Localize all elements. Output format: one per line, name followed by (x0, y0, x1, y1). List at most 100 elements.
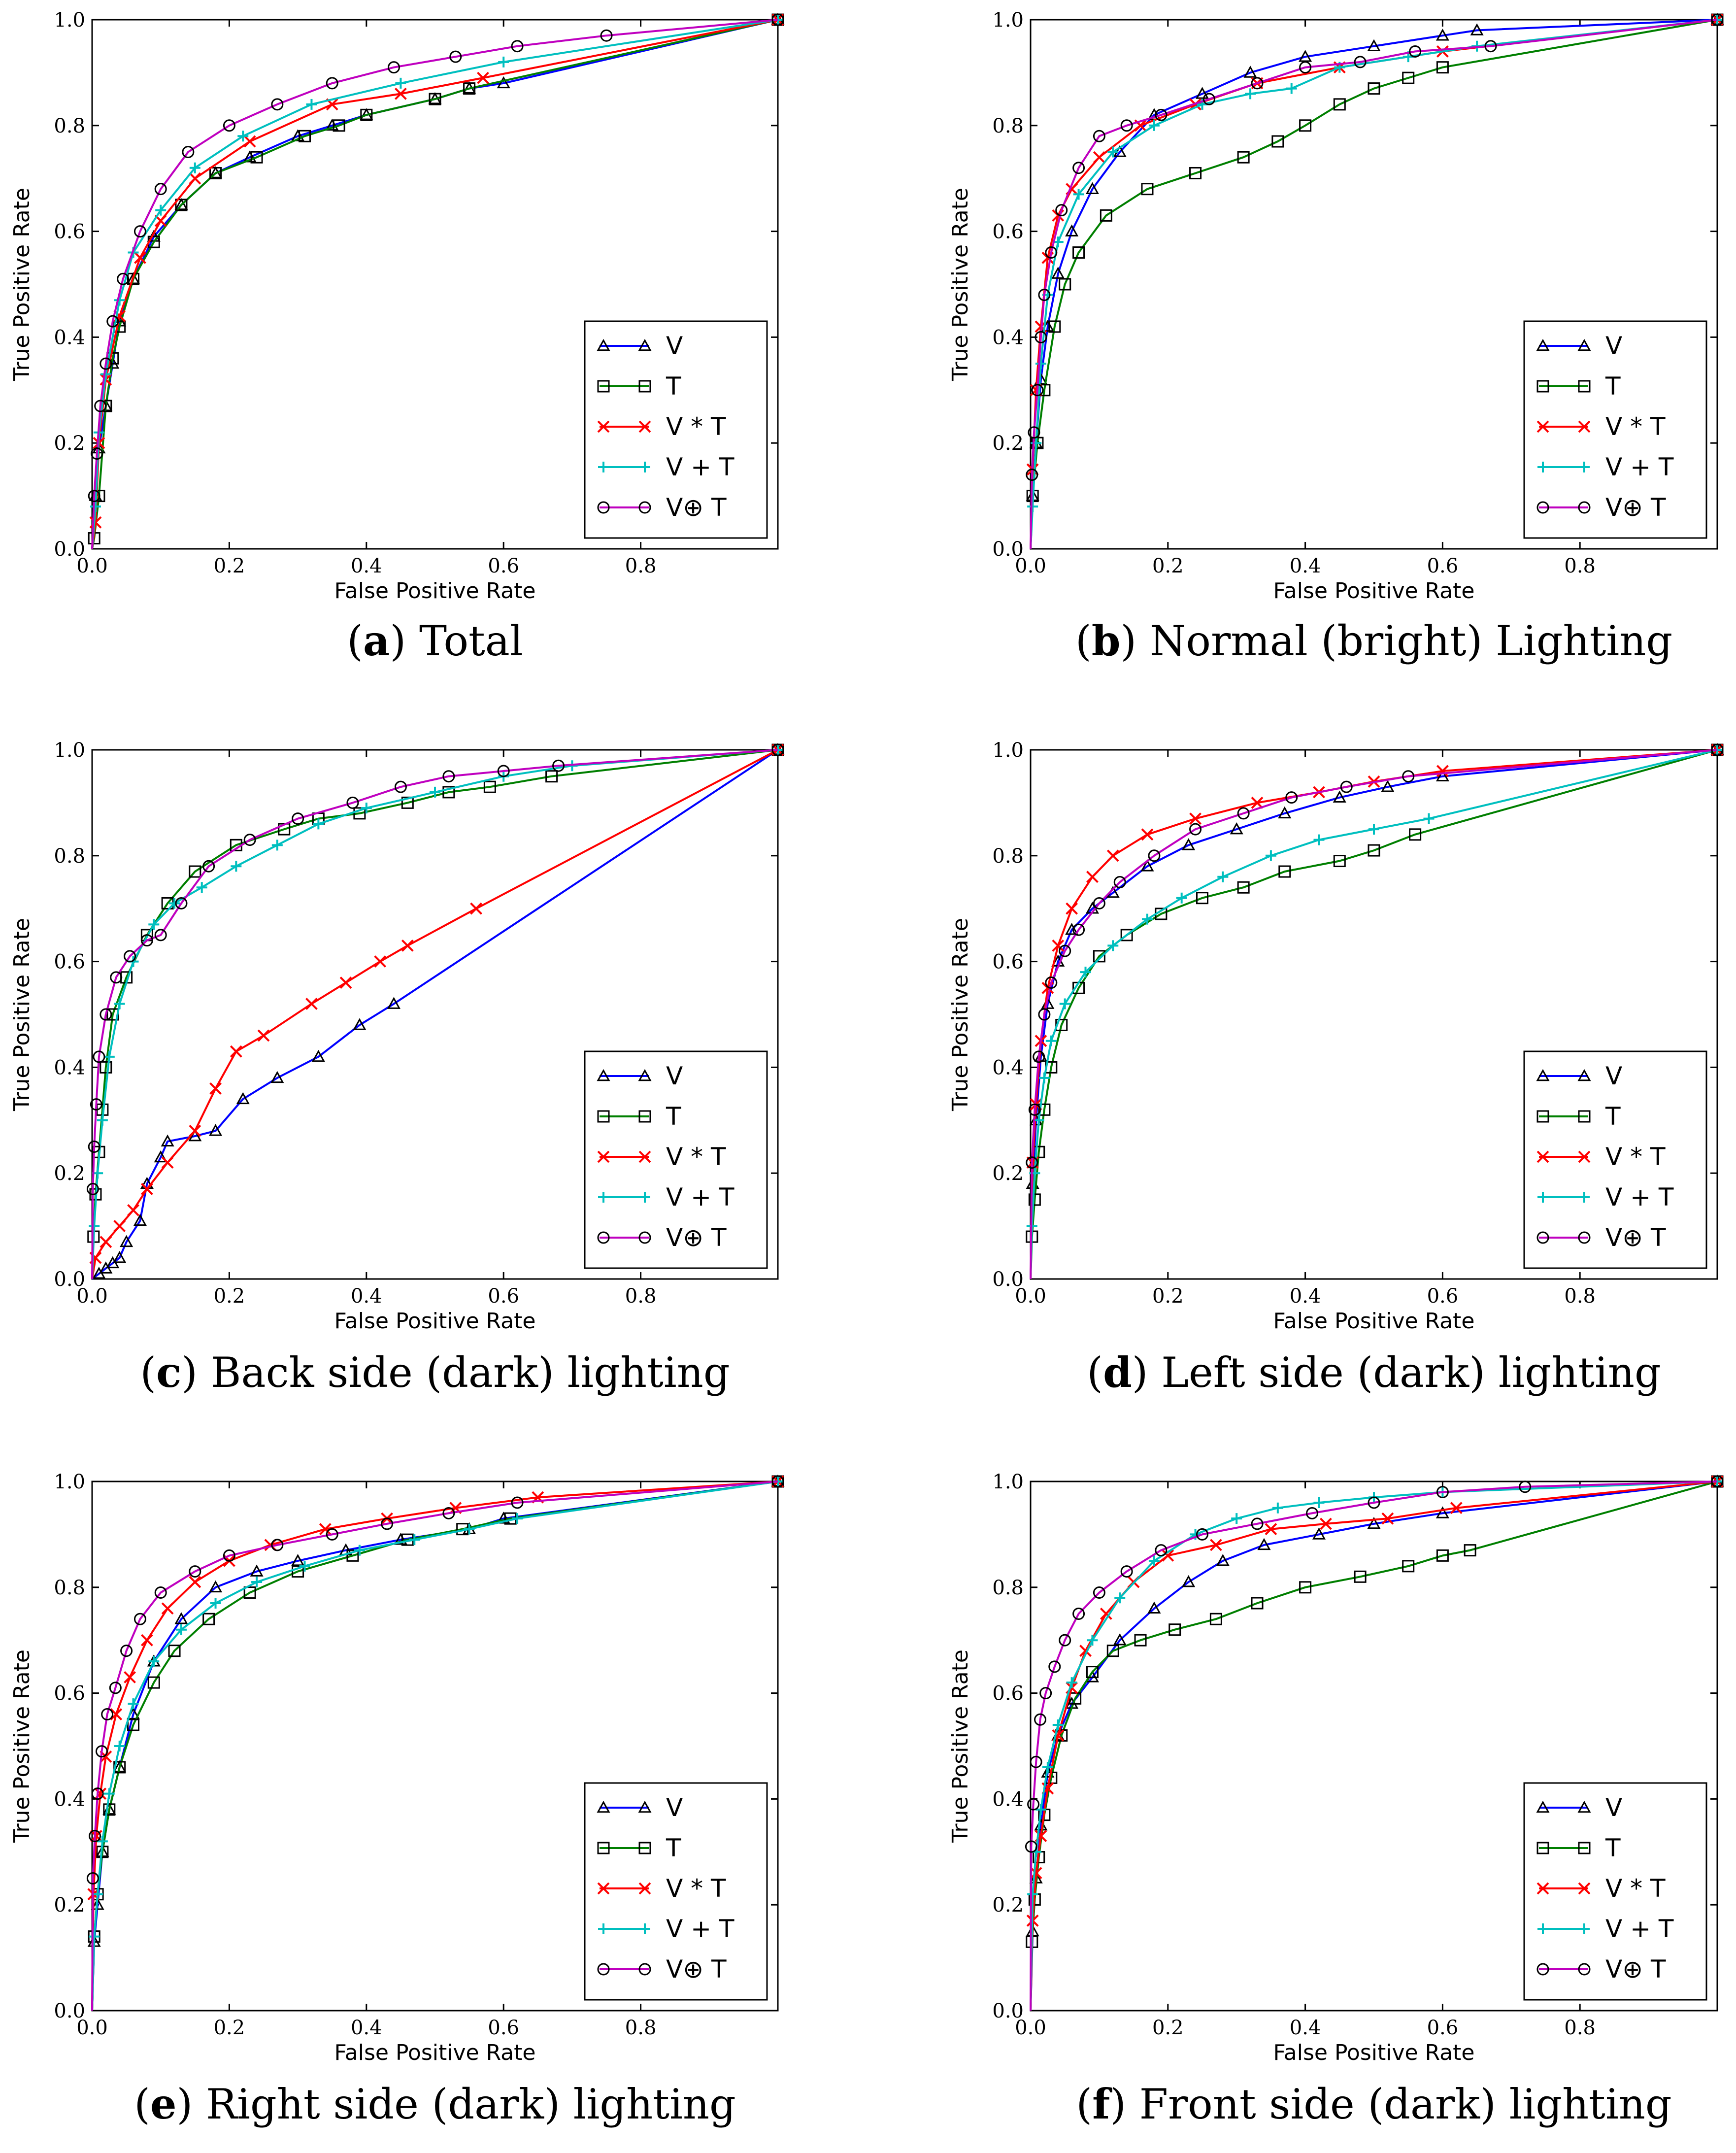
data-point-marker (189, 172, 201, 185)
data-point-marker (1195, 87, 1209, 99)
legend-marker (1577, 1800, 1591, 1813)
panel-caption: (f) Front side (dark) lighting (1076, 2080, 1671, 2128)
data-point-marker (394, 87, 407, 100)
legend-label: T (1605, 1834, 1621, 1862)
y-tick-label: 0.0 (54, 538, 85, 561)
data-point-marker (133, 1213, 147, 1226)
data-point-marker (511, 40, 524, 53)
data-point-marker (1141, 183, 1154, 196)
roc-panel-a: 0.0 0.2 0.4 0.6 0.8 0.0 0.2 0.4 0.6 0.8 1.0 False P… (9, 9, 785, 665)
data-point-marker (1299, 119, 1312, 132)
legend-marker (597, 1963, 610, 1976)
x-tick-label: 0.4 (351, 1285, 382, 1308)
legend-marker (638, 1110, 651, 1123)
data-point-marker (113, 1250, 127, 1263)
data-point-marker (243, 1586, 256, 1599)
legend-marker (597, 1231, 610, 1244)
data-point-marker (134, 225, 146, 238)
data-point-marker (1354, 56, 1367, 68)
legend-marker (1577, 338, 1591, 351)
legend-marker (1578, 1231, 1591, 1244)
y-tick-label: 0.4 (54, 1788, 85, 1811)
data-point-marker (771, 743, 784, 756)
data-point-marker (1182, 838, 1196, 850)
x-tick-label: 0.4 (1290, 555, 1321, 577)
data-point-marker (90, 1098, 102, 1111)
legend-marker (597, 1800, 610, 1813)
legend-marker (1578, 420, 1591, 433)
data-point-marker (463, 82, 476, 95)
legend-marker (1537, 1192, 1548, 1203)
y-tick-label: 0.2 (992, 432, 1024, 455)
data-point-marker (512, 1513, 523, 1524)
legend-label: V⊕ T (666, 1955, 727, 1984)
data-point-marker (1031, 437, 1042, 449)
data-point-marker (1066, 1677, 1077, 1688)
x-tick-label: 0.0 (76, 555, 108, 577)
panel-caption: (b) Normal (bright) Lighting (1075, 616, 1672, 665)
x-tick-label: 0.2 (214, 555, 245, 577)
y-tick-label: 0.0 (992, 1268, 1024, 1291)
panel-caption: (c) Back side (dark) lighting (140, 1348, 730, 1397)
legend-marker (1536, 1150, 1549, 1163)
data-point-marker (189, 162, 200, 173)
data-point-marker (1148, 1555, 1160, 1567)
x-tick-label: 0.0 (1015, 2017, 1046, 2039)
data-point-marker (196, 882, 207, 893)
series-line (1030, 749, 1718, 1279)
data-point-marker (1031, 384, 1044, 397)
data-point-marker (250, 151, 263, 164)
data-point-marker (1196, 892, 1208, 905)
data-point-marker (1251, 1597, 1264, 1610)
y-tick-label: 0.4 (54, 1056, 85, 1079)
data-point-marker (429, 93, 441, 105)
data-point-marker (1251, 77, 1264, 90)
y-tick-label: 0.6 (54, 221, 85, 243)
x-tick-label: 0.4 (351, 2017, 382, 2039)
data-point-marker (306, 99, 317, 110)
data-point-marker (92, 1888, 103, 1900)
data-point-marker (1093, 897, 1105, 909)
data-point-marker (319, 1523, 332, 1536)
data-point-marker (1313, 1497, 1325, 1508)
data-point-marker (1237, 151, 1250, 164)
data-point-marker (1231, 1513, 1242, 1524)
data-point-marker (1155, 1544, 1168, 1557)
data-point-marker (1423, 813, 1435, 824)
legend-label: V * T (666, 1874, 726, 1903)
data-point-marker (243, 150, 257, 163)
data-point-marker (209, 1124, 223, 1136)
legend-marker (1579, 462, 1590, 472)
y-tick-label: 0.4 (992, 326, 1024, 349)
data-point-marker (109, 1682, 122, 1694)
legend-label: V * T (1605, 1874, 1666, 1903)
data-point-marker (1333, 790, 1346, 803)
plot-frame (91, 1480, 779, 2012)
data-point-marker (91, 1898, 104, 1910)
data-point-marker (291, 1554, 305, 1566)
x-tick-label: 0.0 (1015, 1285, 1046, 1308)
data-point-marker (1237, 807, 1250, 820)
data-point-marker (1093, 1586, 1105, 1599)
data-point-marker (470, 902, 482, 915)
data-point-marker (1028, 426, 1040, 439)
data-point-marker (1209, 1539, 1222, 1551)
data-point-marker (1367, 1516, 1381, 1529)
data-point-marker (117, 272, 130, 285)
series-line (91, 749, 778, 1279)
legend-box (584, 1050, 768, 1269)
x-tick-label: 0.0 (76, 1285, 108, 1308)
data-point-marker (1080, 967, 1091, 978)
data-point-marker (497, 76, 510, 89)
y-axis-label: True Positive Rate (9, 1649, 34, 1843)
y-tick-label: 1.0 (54, 739, 85, 762)
data-point-marker (497, 765, 510, 777)
data-point-marker (1085, 182, 1100, 194)
data-point-marker (89, 516, 102, 529)
data-point-marker (161, 1156, 174, 1169)
data-point-marker (1069, 1692, 1082, 1705)
data-point-marker (442, 1507, 455, 1519)
data-point-marker (1402, 1560, 1415, 1573)
data-point-marker (1140, 859, 1154, 872)
